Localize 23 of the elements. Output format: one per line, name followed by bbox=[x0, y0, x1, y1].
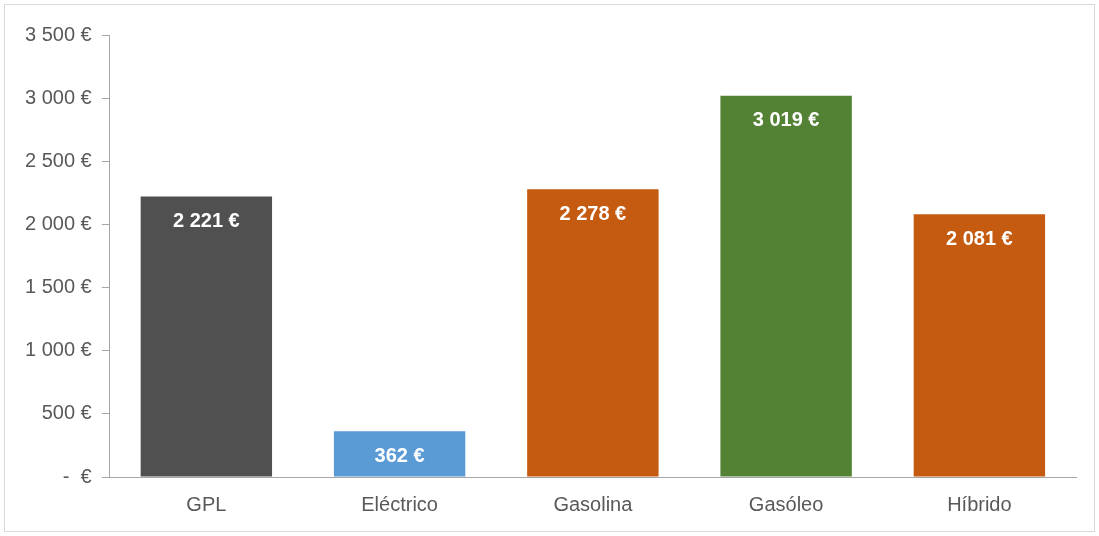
y-tick-label: - € bbox=[62, 464, 92, 487]
y-tick-label: 500 € bbox=[41, 401, 92, 424]
bar bbox=[913, 214, 1046, 477]
data-label: 3 019 € bbox=[752, 108, 820, 131]
y-tick-label: 3 000 € bbox=[24, 85, 92, 108]
data-label: 2 221 € bbox=[172, 209, 240, 232]
bar bbox=[140, 196, 273, 477]
x-tick-label: Gasóleo bbox=[748, 492, 824, 515]
bar bbox=[333, 431, 466, 477]
y-tick-label: 1 000 € bbox=[24, 338, 92, 361]
x-tick-label: Híbrido bbox=[947, 492, 1012, 515]
bar bbox=[720, 95, 852, 477]
y-tick-label: 2 000 € bbox=[24, 211, 92, 234]
y-tick-label: 2 500 € bbox=[24, 148, 92, 171]
data-label: 2 081 € bbox=[946, 226, 1013, 249]
x-tick-label: GPL bbox=[186, 492, 227, 515]
data-label: 2 278 € bbox=[559, 201, 627, 224]
y-tick-label: 3 500 € bbox=[24, 22, 92, 45]
bar bbox=[527, 189, 659, 477]
x-tick-label: Eléctrico bbox=[361, 492, 438, 515]
data-label: 362 € bbox=[374, 443, 425, 466]
y-tick-label: 1 500 € bbox=[24, 275, 92, 298]
x-tick-label: Gasolina bbox=[553, 492, 634, 515]
